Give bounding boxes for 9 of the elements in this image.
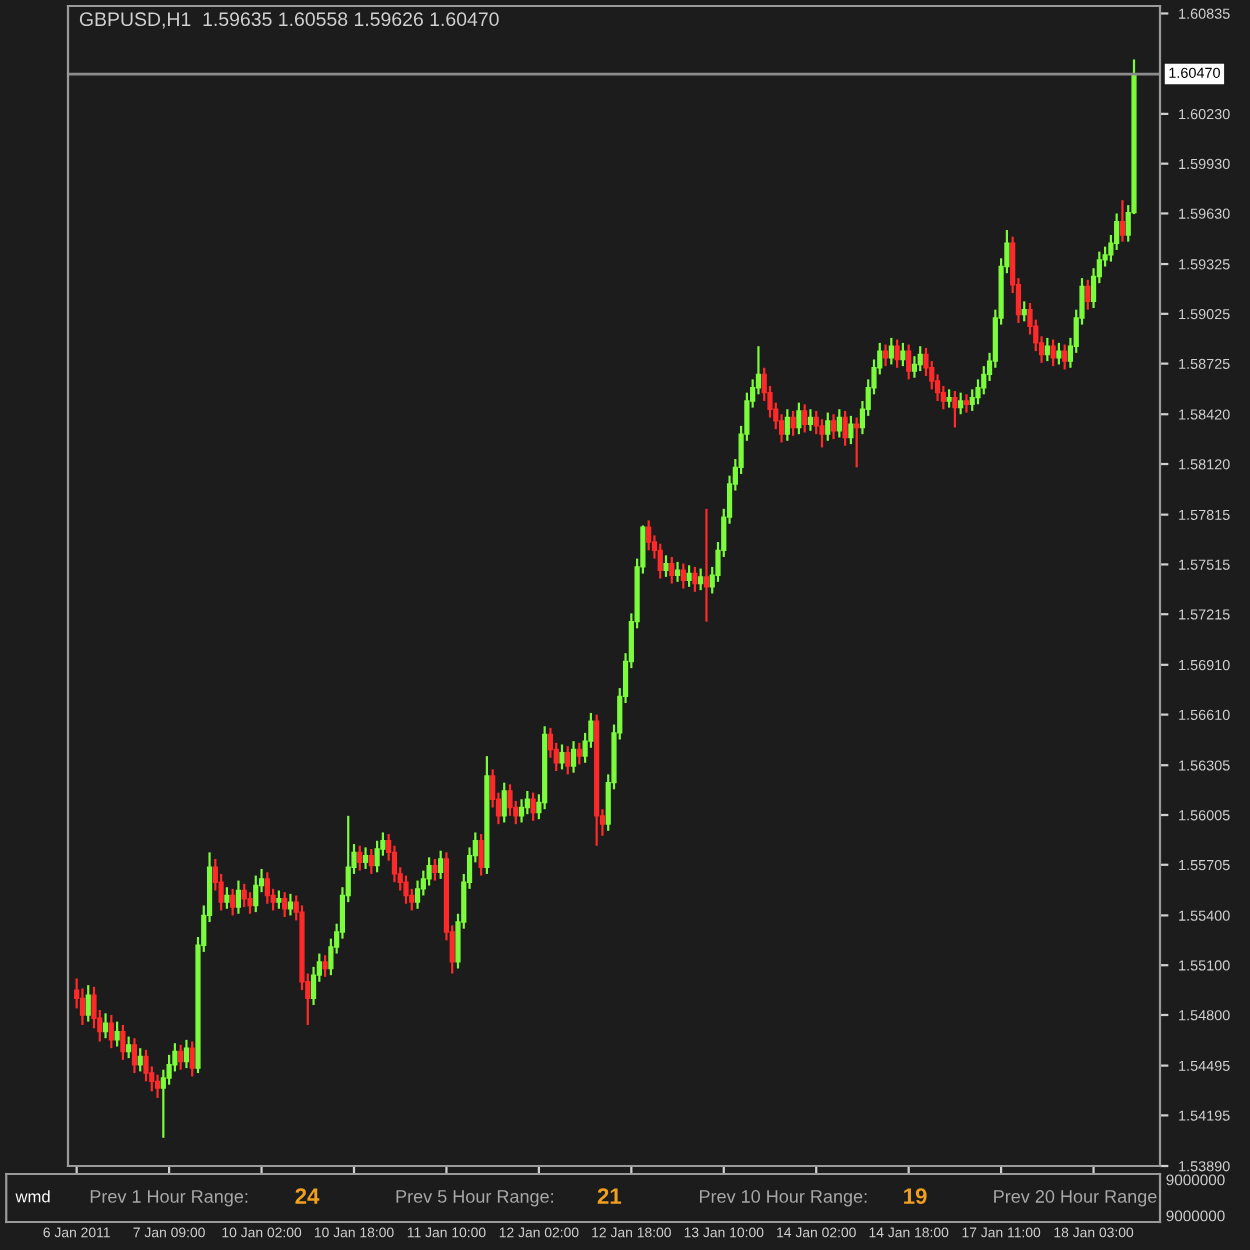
text: 19	[904, 1188, 927, 1204]
text: 21	[597, 1188, 622, 1204]
text: Prev 10 Hour Range:	[699, 1190, 867, 1207]
text: Prev 1 Hour Range:	[90, 1190, 248, 1207]
text: wmd	[15, 1190, 50, 1203]
chart-title: GBPUSD,H1 1.59635 1.60558 1.59626 1.60470	[79, 12, 499, 29]
text: 24	[295, 1188, 320, 1204]
text: Prev 5 Hour Range:	[396, 1190, 553, 1207]
text: Prev 20 Hour Range	[994, 1190, 1157, 1207]
